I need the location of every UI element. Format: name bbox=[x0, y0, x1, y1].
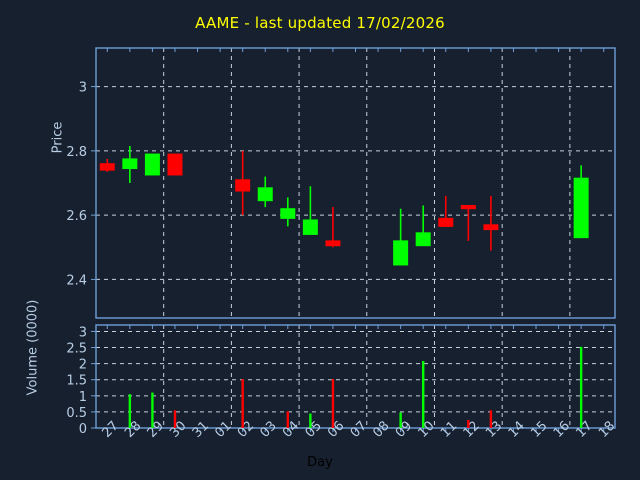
svg-text:0.5: 0.5 bbox=[66, 406, 87, 421]
svg-text:2.8: 2.8 bbox=[66, 145, 87, 160]
svg-text:31: 31 bbox=[190, 419, 212, 441]
svg-text:09: 09 bbox=[393, 419, 415, 441]
svg-text:28: 28 bbox=[122, 419, 144, 441]
x-axis-label: Day bbox=[307, 455, 333, 470]
svg-text:3: 3 bbox=[79, 81, 87, 96]
candle-28 bbox=[122, 146, 138, 183]
candle-30 bbox=[167, 153, 183, 176]
candle-02 bbox=[235, 150, 251, 216]
candle-09 bbox=[393, 208, 409, 266]
svg-text:30: 30 bbox=[167, 419, 189, 441]
svg-text:12: 12 bbox=[461, 419, 483, 441]
candlestick-series bbox=[99, 146, 589, 266]
price-gridlines bbox=[91, 48, 615, 318]
svg-text:14: 14 bbox=[506, 419, 528, 441]
candle-03 bbox=[257, 176, 273, 208]
candle-27 bbox=[99, 158, 115, 172]
svg-text:1: 1 bbox=[79, 390, 87, 405]
svg-text:2: 2 bbox=[79, 358, 87, 373]
svg-text:0: 0 bbox=[79, 422, 87, 437]
svg-text:08: 08 bbox=[370, 419, 392, 441]
volume-bar-series bbox=[128, 346, 583, 428]
candle-13 bbox=[483, 195, 499, 251]
candle-17 bbox=[573, 165, 589, 239]
candle-05 bbox=[302, 186, 318, 235]
candle-10 bbox=[415, 205, 431, 247]
chart-title: AAME - last updated 17/02/2026 bbox=[195, 14, 445, 32]
svg-text:17: 17 bbox=[573, 419, 595, 441]
price-plot-frame bbox=[95, 47, 616, 319]
svg-text:15: 15 bbox=[528, 419, 550, 441]
volume-gridlines bbox=[91, 325, 615, 429]
price-ytick-labels: 2.4 2.6 2.8 3 bbox=[66, 81, 87, 289]
candle-06 bbox=[325, 207, 341, 248]
candle-11 bbox=[438, 195, 454, 227]
svg-text:06: 06 bbox=[325, 419, 347, 441]
svg-text:03: 03 bbox=[257, 419, 279, 441]
svg-text:11: 11 bbox=[438, 419, 460, 441]
volume-ytick-labels: 00.511.522.5 3 bbox=[66, 325, 87, 437]
svg-text:02: 02 bbox=[235, 419, 257, 441]
candle-12 bbox=[460, 205, 476, 241]
candle-04 bbox=[280, 197, 296, 227]
svg-text:05: 05 bbox=[303, 419, 325, 441]
svg-text:2.6: 2.6 bbox=[66, 209, 87, 224]
svg-text:27: 27 bbox=[100, 419, 122, 441]
svg-text:3: 3 bbox=[79, 325, 87, 340]
candle-29 bbox=[144, 153, 160, 176]
svg-text:2.4: 2.4 bbox=[66, 273, 87, 288]
x-tick-labels: 27 28 29 30 31 01 02 03 04 05 06 07 08 09 10 11 12 13 14 15… bbox=[100, 48, 618, 441]
svg-text:2.5: 2.5 bbox=[66, 342, 87, 357]
svg-text:1.5: 1.5 bbox=[66, 374, 87, 389]
